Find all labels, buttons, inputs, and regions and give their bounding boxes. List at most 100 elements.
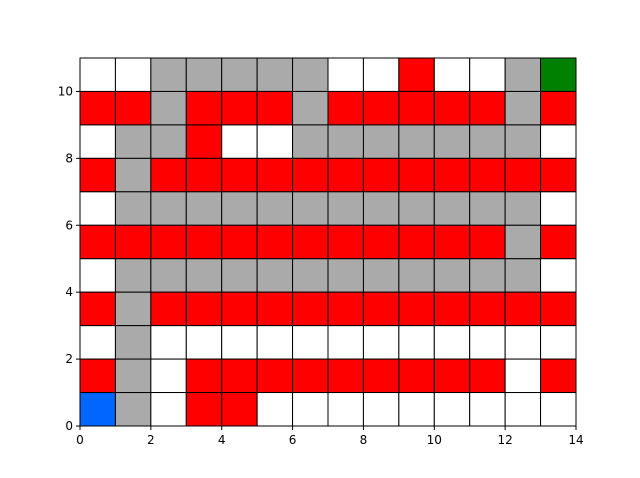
cell-path-x12-y9 <box>504 90 542 126</box>
cell-path-x7-y4 <box>327 258 364 293</box>
cell-wall-x10-y9 <box>433 90 471 126</box>
cell-path-x6-y9 <box>292 90 329 126</box>
y-axis: 0 2 4 6 8 10 <box>58 84 80 433</box>
cell-wall-x0-y9 <box>79 90 116 126</box>
x-tick-label: 10 <box>427 433 442 447</box>
cell-wall-x5-y9 <box>256 90 294 126</box>
cell-path-x7-y6 <box>327 191 364 226</box>
cell-empty-x12-y2 <box>504 325 542 360</box>
cell-wall-x4-y5 <box>221 224 258 260</box>
cell-path-x4-y6 <box>221 191 258 226</box>
cell-empty-x11-y0 <box>469 392 506 427</box>
cell-path-x12-y6 <box>504 191 542 226</box>
cell-path-x8-y4 <box>362 258 400 293</box>
cell-wall-x13-y9 <box>540 90 577 126</box>
cell-wall-x8-y7 <box>362 157 400 193</box>
cell-empty-x0-y4 <box>79 258 116 293</box>
cell-wall-x12-y3 <box>504 291 542 327</box>
cell-wall-x3-y5 <box>185 224 223 260</box>
cell-empty-x12-y1 <box>504 358 542 394</box>
cell-path-x9-y4 <box>398 258 435 293</box>
cell-wall-x4-y7 <box>221 157 258 193</box>
x-tick-label: 0 <box>76 433 84 447</box>
cell-path-x3-y6 <box>185 191 223 226</box>
cell-empty-x13-y4 <box>540 258 577 293</box>
x-tick-label: 12 <box>498 433 513 447</box>
cell-wall-x2-y5 <box>150 224 187 260</box>
cell-wall-x10-y5 <box>433 224 471 260</box>
cell-empty-x5-y2 <box>256 325 294 360</box>
cell-path-x3-y10 <box>185 57 223 92</box>
cell-wall-x1-y9 <box>114 90 152 126</box>
cell-empty-x12-y0 <box>504 392 542 427</box>
cell-wall-x5-y5 <box>256 224 294 260</box>
cell-path-x9-y8 <box>398 124 435 159</box>
cell-wall-x13-y5 <box>540 224 577 260</box>
cell-wall-x10-y7 <box>433 157 471 193</box>
cell-empty-x8-y10 <box>362 57 400 92</box>
cell-wall-x6-y7 <box>292 157 329 193</box>
cell-path-x6-y6 <box>292 191 329 226</box>
cell-path-x6-y4 <box>292 258 329 293</box>
cell-wall-x7-y1 <box>327 358 364 394</box>
y-tick-label: 0 <box>65 419 73 433</box>
cell-empty-x9-y2 <box>398 325 435 360</box>
cell-wall-x7-y3 <box>327 291 364 327</box>
cell-wall-x4-y9 <box>221 90 258 126</box>
cell-empty-x11-y10 <box>469 57 506 92</box>
x-axis: 0 2 4 6 8 10 12 14 <box>76 426 584 447</box>
cell-path-x1-y3 <box>114 291 152 327</box>
cell-wall-x6-y3 <box>292 291 329 327</box>
cell-empty-x7-y10 <box>327 57 364 92</box>
cell-empty-x10-y0 <box>433 392 471 427</box>
cell-wall-x2-y7 <box>150 157 187 193</box>
cell-empty-x5-y8 <box>256 124 294 159</box>
cell-empty-x10-y10 <box>433 57 471 92</box>
cell-path-x1-y7 <box>114 157 152 193</box>
cell-wall-x9-y5 <box>398 224 435 260</box>
cell-empty-x0-y8 <box>79 124 116 159</box>
plot-frame <box>79 57 577 427</box>
cell-wall-x10-y3 <box>433 291 471 327</box>
cell-wall-x9-y7 <box>398 157 435 193</box>
cell-empty-x10-y2 <box>433 325 471 360</box>
cell-path-x10-y6 <box>433 191 471 226</box>
cell-wall-x3-y0 <box>185 392 223 427</box>
cell-wall-x9-y3 <box>398 291 435 327</box>
cell-path-x10-y4 <box>433 258 471 293</box>
x-tick-label: 4 <box>218 433 226 447</box>
cell-path-x12-y4 <box>504 258 542 293</box>
cell-wall-x3-y1 <box>185 358 223 394</box>
cell-wall-x8-y5 <box>362 224 400 260</box>
cell-empty-x8-y0 <box>362 392 400 427</box>
cell-wall-x5-y1 <box>256 358 294 394</box>
x-tick-label: 8 <box>360 433 368 447</box>
cell-empty-x3-y2 <box>185 325 223 360</box>
cell-wall-x6-y5 <box>292 224 329 260</box>
cell-path-x2-y4 <box>150 258 187 293</box>
cell-path-x1-y4 <box>114 258 152 293</box>
cell-wall-x4-y0 <box>221 392 258 427</box>
cell-empty-x0-y2 <box>79 325 116 360</box>
cell-wall-x13-y7 <box>540 157 577 193</box>
x-tick-label: 6 <box>289 433 297 447</box>
cell-wall-x11-y3 <box>469 291 506 327</box>
x-tick-label: 14 <box>568 433 583 447</box>
grid-cells <box>79 57 577 427</box>
cell-path-x6-y10 <box>292 57 329 92</box>
cell-empty-x2-y0 <box>150 392 187 427</box>
cell-wall-x2-y3 <box>150 291 187 327</box>
cell-empty-x0-y6 <box>79 191 116 226</box>
cell-path-x1-y8 <box>114 124 152 159</box>
cell-path-x5-y10 <box>256 57 294 92</box>
cell-empty-x7-y2 <box>327 325 364 360</box>
cell-path-x8-y6 <box>362 191 400 226</box>
cell-wall-x9-y9 <box>398 90 435 126</box>
cell-path-x2-y6 <box>150 191 187 226</box>
cell-empty-x11-y2 <box>469 325 506 360</box>
cell-wall-x3-y9 <box>185 90 223 126</box>
cell-empty-x0-y10 <box>79 57 116 92</box>
cell-empty-x6-y2 <box>292 325 329 360</box>
cell-wall-x11-y7 <box>469 157 506 193</box>
cell-empty-x9-y0 <box>398 392 435 427</box>
